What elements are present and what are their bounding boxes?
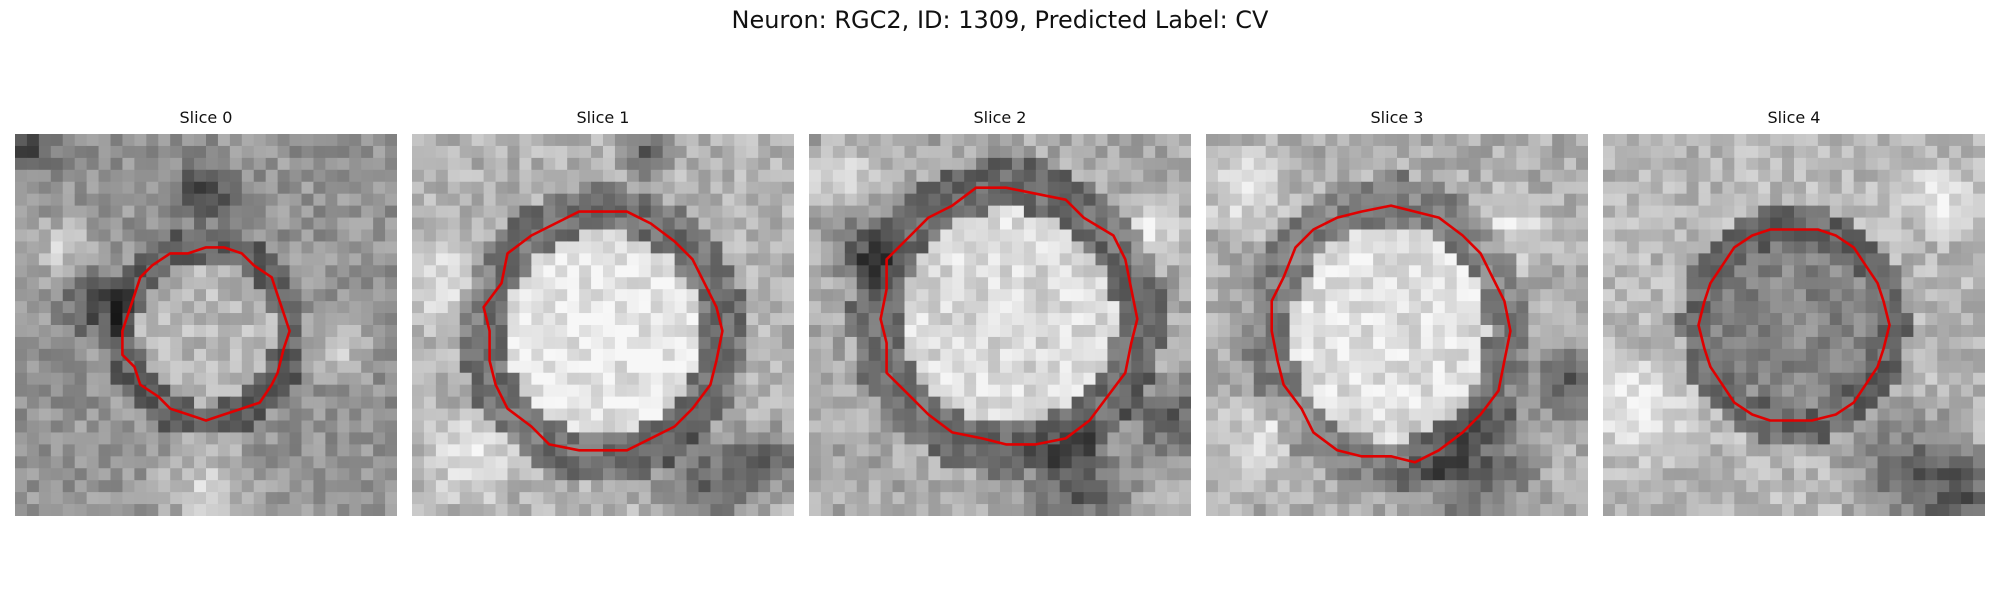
pixel-grid [1603,134,1985,516]
slice-title-3: Slice 3 [1370,108,1424,127]
soma-outline [482,210,724,452]
slice-image-3 [1206,134,1588,516]
slice-title-1: Slice 1 [576,108,630,127]
pixel-grid [809,134,1191,516]
soma-outline [121,246,291,422]
slice-panel-4: Slice 4 [1603,108,1985,518]
slice-image-1 [412,134,794,516]
slice-title-0: Slice 0 [179,108,233,127]
pixel-grid [1206,134,1588,516]
slice-title-4: Slice 4 [1767,108,1821,127]
soma-outline [879,186,1139,446]
soma-outline [1270,204,1512,464]
slice-image-4 [1603,134,1985,516]
slice-panel-2: Slice 2 [809,108,1191,518]
slice-panel-0: Slice 0 [15,108,397,518]
slice-image-2 [809,134,1191,516]
pixel-grid [412,134,794,516]
slice-title-2: Slice 2 [973,108,1027,127]
slice-panel-1: Slice 1 [412,108,794,518]
slice-image-0 [15,134,397,516]
soma-outline [1697,228,1891,422]
figure-title: Neuron: RGC2, ID: 1309, Predicted Label:… [731,6,1269,34]
slice-panel-3: Slice 3 [1206,108,1588,518]
pixel-grid [15,134,397,516]
